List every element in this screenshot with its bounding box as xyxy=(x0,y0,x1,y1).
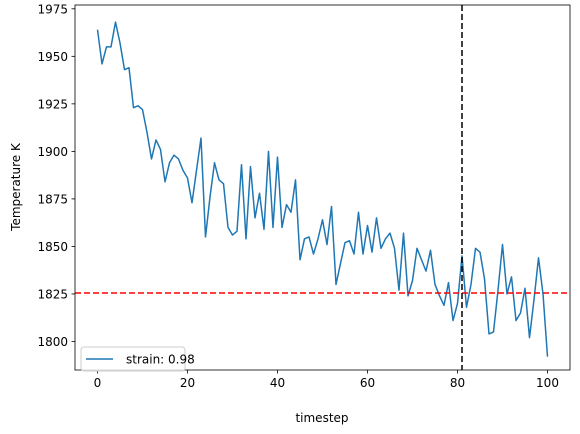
legend-box xyxy=(80,346,186,372)
y-tick-label: 1800 xyxy=(37,335,68,349)
y-tick-label: 1900 xyxy=(37,145,68,159)
y-tick-label: 1825 xyxy=(37,287,68,301)
plot-area xyxy=(75,5,570,370)
x-tick-label: 60 xyxy=(360,376,375,390)
x-axis-label: timestep xyxy=(295,411,348,425)
y-tick-label: 1950 xyxy=(37,50,68,64)
axes: 0 20 40 60 80 100 1800 1825 1850 1875 1900 1925 1950… xyxy=(37,2,559,390)
y-tick-label: 1975 xyxy=(37,2,68,16)
x-tick-label: 100 xyxy=(536,376,559,390)
y-tick-label: 1850 xyxy=(37,240,68,254)
y-tick-label: 1925 xyxy=(37,97,68,111)
plot-frame xyxy=(74,4,571,371)
y-tick-label: 1875 xyxy=(37,192,68,206)
x-tick-label: 20 xyxy=(180,376,195,390)
series-line-strain xyxy=(96,21,549,357)
x-tick-label: 40 xyxy=(270,376,285,390)
legend-label-strain: strain: 0.98 xyxy=(126,353,195,367)
x-tick-label: 80 xyxy=(450,376,465,390)
y-axis-label: Temperature K xyxy=(9,142,23,232)
x-tick-label: 0 xyxy=(94,376,102,390)
legend: strain: 0.98 xyxy=(80,346,195,372)
